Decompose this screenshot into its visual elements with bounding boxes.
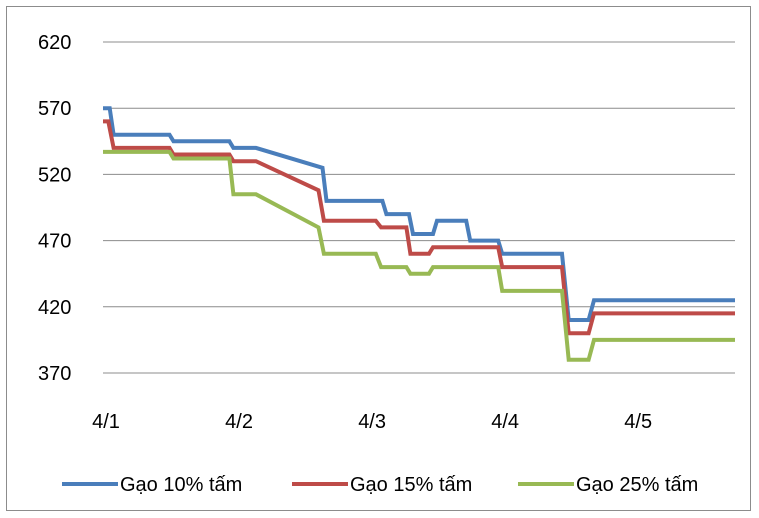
gridlines bbox=[103, 41, 735, 374]
x-tick-label: 4/4 bbox=[491, 411, 519, 433]
legend-label: Gạo 15% tấm bbox=[350, 474, 472, 496]
y-tick-label: 420 bbox=[38, 297, 71, 319]
x-tick-label: 4/1 bbox=[92, 411, 120, 433]
series-lines bbox=[103, 106, 735, 362]
y-tick-label: 620 bbox=[38, 32, 71, 54]
y-axis-ticks: 620 570 520 470 420 370 bbox=[38, 32, 71, 385]
legend-label: Gạo 25% tấm bbox=[576, 474, 698, 496]
x-axis-ticks: 4/1 4/2 4/3 4/4 4/5 bbox=[92, 411, 652, 433]
legend: Gạo 10% tấm Gạo 15% tấm Gạo 25% tấm bbox=[62, 474, 698, 496]
x-tick-label: 4/3 bbox=[358, 411, 386, 433]
y-tick-label: 570 bbox=[38, 98, 71, 120]
x-tick-label: 4/5 bbox=[624, 411, 652, 433]
y-tick-label: 470 bbox=[38, 231, 71, 253]
legend-label: Gạo 10% tấm bbox=[120, 474, 242, 496]
series-line-1 bbox=[103, 106, 735, 322]
x-tick-label: 4/2 bbox=[225, 411, 253, 433]
y-tick-label: 370 bbox=[38, 363, 71, 385]
series-line-3 bbox=[103, 149, 735, 362]
series-line-2 bbox=[103, 119, 735, 336]
y-tick-label: 520 bbox=[38, 164, 71, 186]
